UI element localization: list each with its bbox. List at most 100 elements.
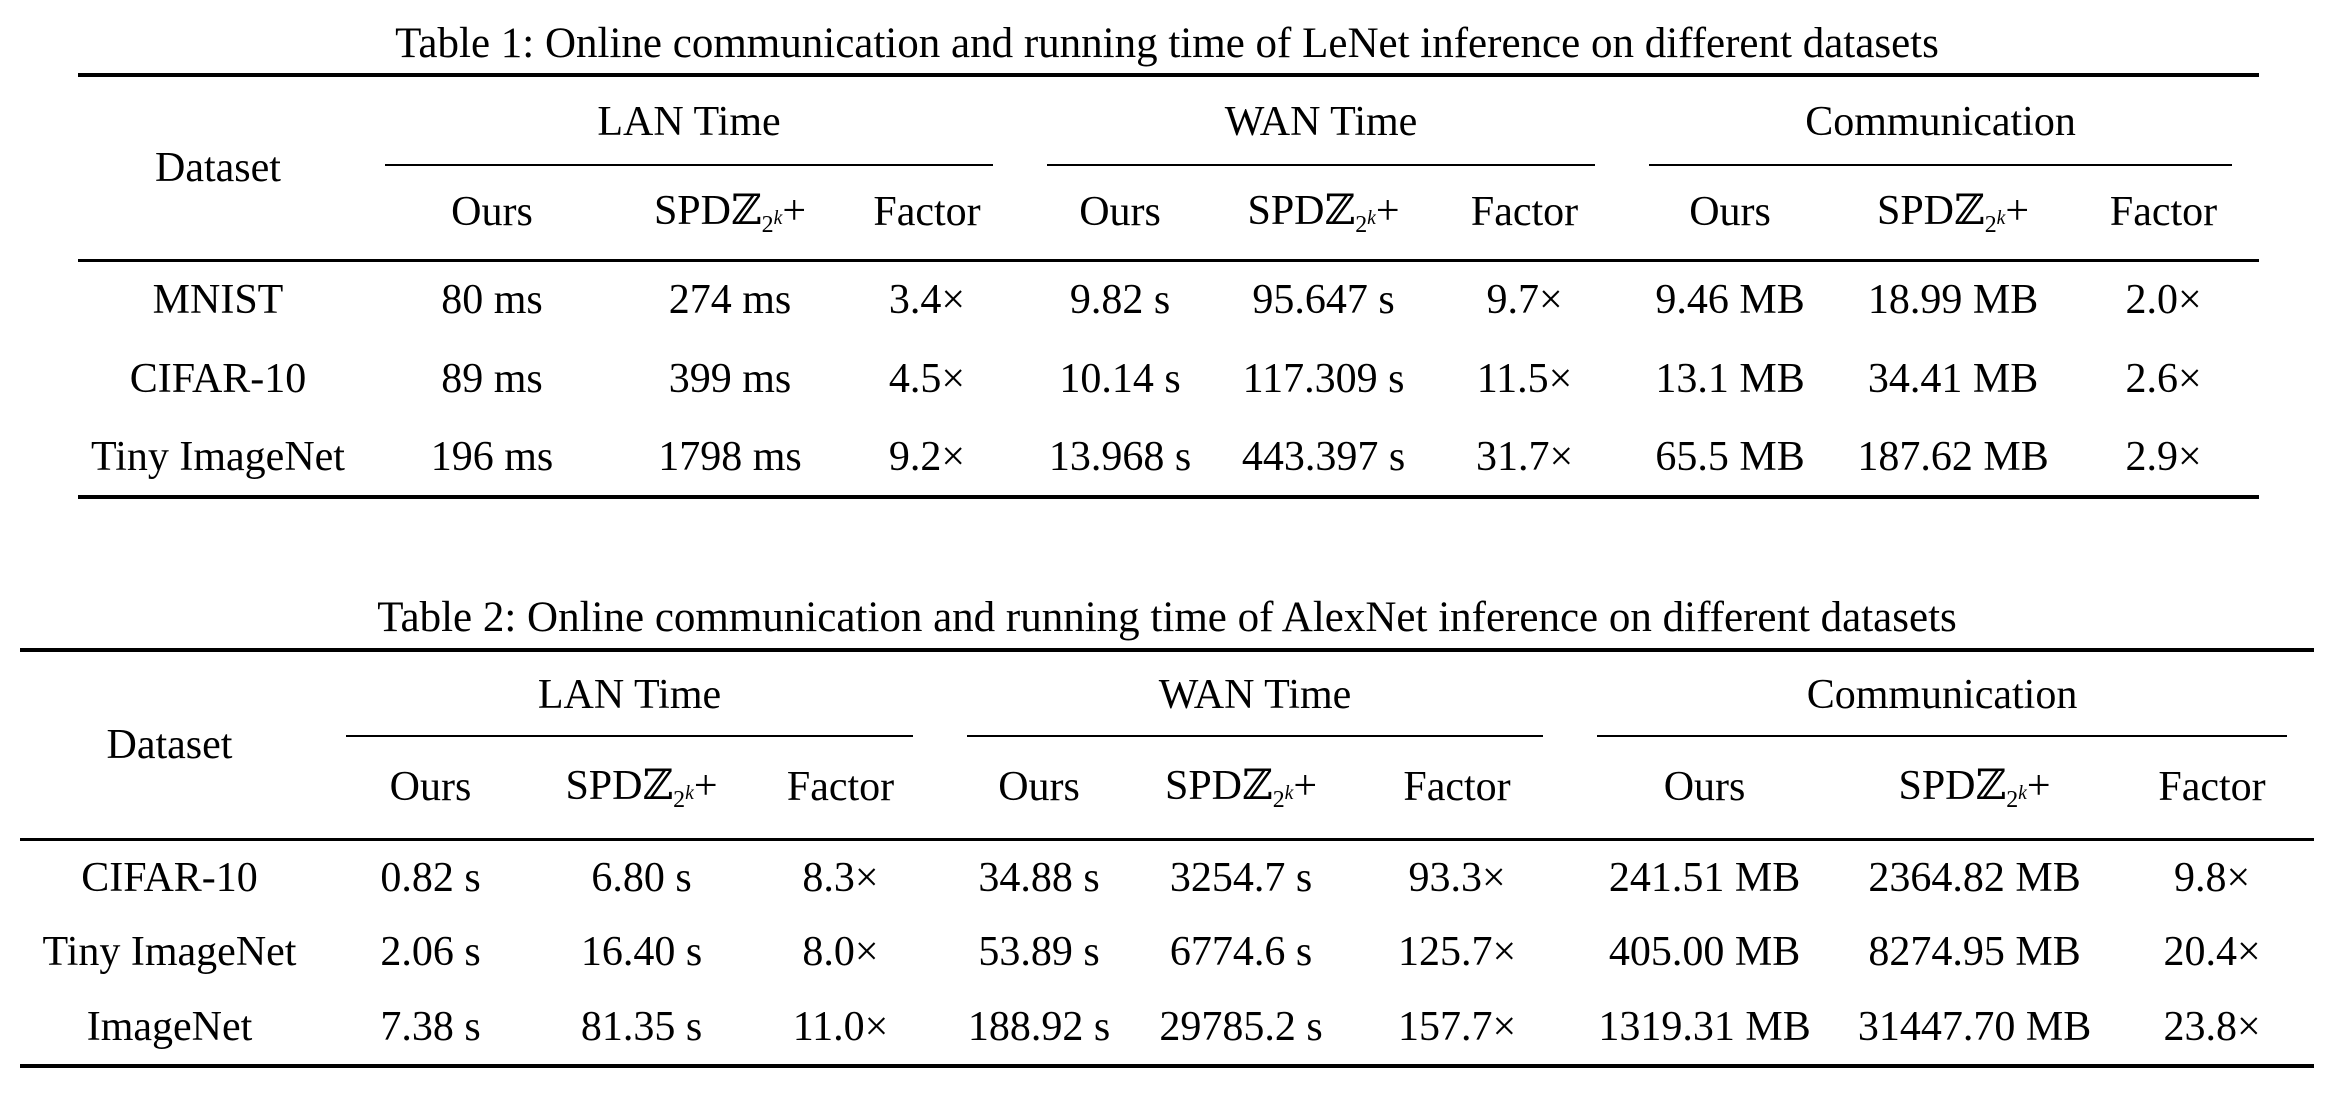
- value-cell: 125.7×: [1397, 929, 1517, 976]
- value-cell: 34.41 MB: [1867, 355, 2039, 402]
- value-cell: 13.968 s: [1048, 433, 1192, 480]
- table1-caption: Table 1: Online communication and runnin…: [395, 20, 1939, 67]
- value-cell: 95.647 s: [1252, 277, 1395, 324]
- table1-col-header-spdz-comm: SPDℤ2k+: [1838, 166, 2069, 262]
- spdz-blackboard-z: ℤ: [1954, 185, 1985, 235]
- value-cell: 18.99 MB: [1867, 277, 2039, 324]
- table2-col-header-factor-lan: Factor: [741, 737, 941, 841]
- table1-col-header-spdz-wan: SPDℤ2k+: [1220, 166, 1428, 262]
- value-cell: 31447.70 MB: [1857, 1003, 2092, 1050]
- value-cell: 187.62 MB: [1857, 433, 2049, 480]
- spdz-plus: +: [693, 763, 718, 810]
- spdz-subscript: 2k: [1984, 208, 2006, 239]
- dataset-cell: CIFAR-10: [81, 854, 258, 901]
- value-cell: 16.40 s: [580, 929, 703, 976]
- value-cell: 3254.7 s: [1169, 854, 1313, 901]
- spdz-subscript-2: 2: [1355, 212, 1368, 239]
- value-cell: 53.89 s: [978, 929, 1100, 976]
- table-row-cifar10: CIFAR-10 0.82 s 6.80 s 8.3× 34.88 s 3254…: [20, 839, 2314, 915]
- value-cell: 188.92 s: [967, 1003, 1111, 1050]
- spdz-subscript: 2k: [1355, 208, 1376, 239]
- table1-col-header-factor-comm: Factor: [2068, 166, 2260, 262]
- table2-subheader-row: Ours SPDℤ2k+ Factor Ours SPDℤ2k+ Factor …: [20, 737, 2315, 841]
- spdz-blackboard-z: ℤ: [1242, 760, 1273, 810]
- value-cell: 8274.95 MB: [1868, 929, 2081, 976]
- value-cell: 6774.6 s: [1169, 929, 1313, 976]
- cmidrule: [346, 735, 914, 737]
- table2-col-header-spdz-comm: SPDℤ2k+: [1839, 737, 2111, 841]
- table2-col-header-spdz-wan: SPDℤ2k+: [1138, 737, 1345, 841]
- value-cell: 81.35 s: [580, 1003, 703, 1050]
- table1-col-header-factor-wan: Factor: [1427, 166, 1623, 262]
- cmidrule: [385, 164, 994, 166]
- value-cell: 8.0×: [802, 929, 879, 976]
- cmidrule: [1047, 164, 1596, 166]
- table2-col-header-spdz-lan: SPDℤ2k+: [542, 737, 741, 841]
- spdz-superscript-k: k: [773, 207, 783, 229]
- table1-group-communication: Communication: [1622, 75, 2259, 166]
- spdz-subscript-2: 2: [1272, 787, 1285, 814]
- spdz-prefix: SPD: [653, 188, 731, 235]
- table1-col-header-spdz-lan: SPDℤ2k+: [626, 166, 834, 262]
- cmidrule: [1649, 164, 2233, 166]
- spdz-subscript-2: 2: [673, 787, 686, 814]
- value-cell: 31.7×: [1475, 433, 1574, 480]
- spdz-plus: +: [782, 188, 807, 235]
- table2-col-header-ours-lan: Ours: [319, 737, 542, 841]
- cmidrule: [1597, 735, 2288, 737]
- table1-group-header-row: Dataset LAN Time WAN Time Communication: [78, 75, 2259, 262]
- spdz-subscript-2: 2: [1984, 212, 1997, 239]
- table2-group-header-row: Dataset LAN Time WAN Time Communication: [20, 650, 2314, 841]
- spdz-blackboard-z: ℤ: [731, 185, 762, 235]
- group-label: WAN Time: [1158, 671, 1352, 718]
- spdz-blackboard-z: ℤ: [1975, 760, 2007, 810]
- value-cell: 2364.82 MB: [1868, 854, 2081, 901]
- value-cell: 274 ms: [668, 277, 792, 324]
- spdz-blackboard-z: ℤ: [642, 760, 674, 810]
- table1-col-header-ours-lan: Ours: [358, 166, 626, 262]
- spdz-subscript-2: 2: [2006, 787, 2019, 814]
- table2-caption: Table 2: Online communication and runnin…: [377, 594, 1957, 641]
- spdz-subscript-2: 2: [761, 212, 774, 239]
- spdz-plus: +: [2005, 188, 2030, 235]
- value-cell: 241.51 MB: [1608, 854, 1801, 901]
- value-cell: 117.309 s: [1242, 355, 1405, 402]
- value-cell: 2.6×: [2125, 355, 2202, 402]
- value-cell: 9.2×: [888, 433, 966, 480]
- value-cell: 8.3×: [802, 854, 879, 901]
- value-cell: 10.14 s: [1059, 355, 1181, 402]
- value-cell: 29785.2 s: [1159, 1003, 1323, 1050]
- group-label: Communication: [1806, 671, 2078, 718]
- value-cell: 196 ms: [430, 433, 554, 480]
- value-cell: 2.0×: [2125, 277, 2202, 324]
- table-row-cifar10: CIFAR-10 89 ms 399 ms 4.5× 10.14 s 117.3…: [78, 339, 2259, 418]
- spdz-superscript-k: k: [685, 782, 694, 804]
- spdz-superscript-k: k: [1996, 207, 2006, 229]
- table2-col-header-ours-wan: Ours: [940, 737, 1139, 841]
- value-cell: 65.5 MB: [1655, 433, 1805, 480]
- table2-col-header-factor-comm: Factor: [2110, 737, 2315, 841]
- value-cell: 9.82 s: [1069, 277, 1171, 324]
- table1-subheader-row: Ours SPDℤ2k+ Factor Ours SPDℤ2k+ Factor …: [78, 166, 2260, 262]
- spdz-prefix: SPD: [565, 763, 643, 810]
- table1-group-lan-time: LAN Time: [358, 75, 1020, 166]
- table-row-tiny-imagenet: Tiny ImageNet 2.06 s 16.40 s 8.0× 53.89 …: [20, 915, 2314, 991]
- value-cell: 6.80 s: [591, 854, 692, 901]
- value-cell: 1319.31 MB: [1598, 1003, 1811, 1050]
- table1-col-header-factor-lan: Factor: [834, 166, 1021, 262]
- value-cell: 13.1 MB: [1655, 355, 1805, 402]
- value-cell: 3.4×: [888, 277, 966, 324]
- spdz-prefix: SPD: [1164, 763, 1243, 810]
- spdz-subscript: 2k: [2006, 783, 2027, 814]
- value-cell: 405.00 MB: [1608, 929, 1801, 976]
- table-row-imagenet: ImageNet 7.38 s 81.35 s 11.0× 188.92 s 2…: [20, 990, 2314, 1066]
- value-cell: 9.46 MB: [1655, 277, 1805, 324]
- spdz-subscript: 2k: [673, 783, 694, 814]
- dataset-cell: Tiny ImageNet: [91, 433, 345, 480]
- spdz-subscript: 2k: [761, 208, 783, 239]
- value-cell: 2.9×: [2125, 433, 2202, 480]
- dataset-cell: CIFAR-10: [129, 355, 307, 402]
- table1-col-header-ours-comm: Ours: [1622, 166, 1839, 262]
- value-cell: 2.06 s: [380, 929, 481, 976]
- table2-group-communication: Communication: [1570, 650, 2314, 737]
